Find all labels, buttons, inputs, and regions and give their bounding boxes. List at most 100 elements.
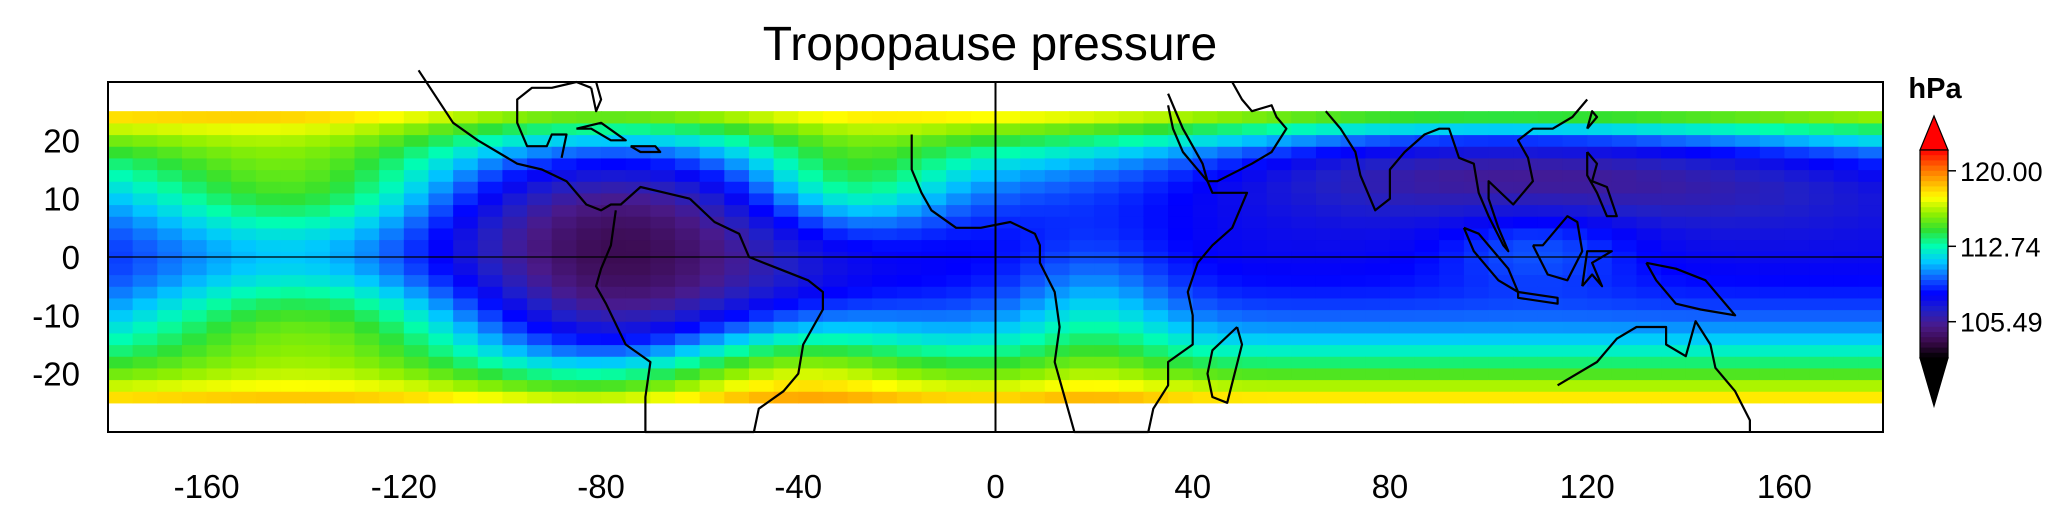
heatmap-cell: [1513, 344, 1539, 357]
heatmap-cell: [1143, 391, 1169, 404]
heatmap-cell: [1488, 344, 1514, 357]
heatmap-cell: [1735, 367, 1761, 381]
heatmap-cell: [231, 122, 257, 136]
heatmap-cell: [872, 379, 898, 392]
heatmap-cell: [872, 204, 898, 217]
heatmap-cell: [551, 379, 578, 392]
heatmap-cell: [1759, 262, 1785, 276]
chart-title: Tropopause pressure: [763, 18, 1217, 71]
heatmap-cell: [699, 181, 725, 194]
heatmap-cell: [329, 379, 356, 392]
y-tick-label: -20: [32, 356, 80, 393]
heatmap-cell: [1389, 227, 1416, 241]
heatmap-cell: [305, 274, 331, 287]
heatmap-cell: [1044, 134, 1071, 147]
heatmap-cell: [527, 192, 553, 206]
heatmap-cell: [1858, 216, 1884, 229]
heatmap-cell: [576, 134, 602, 147]
heatmap-cell: [1291, 344, 1317, 357]
heatmap-cell: [231, 181, 257, 194]
heatmap-cell: [1685, 146, 1712, 159]
heatmap-cell: [1365, 134, 1391, 147]
heatmap-cell: [625, 286, 651, 299]
heatmap-cell: [206, 146, 232, 159]
colorbar-swatch: [1920, 285, 1948, 291]
heatmap-cell: [1759, 332, 1785, 346]
heatmap-cell: [1414, 181, 1440, 194]
heatmap-cell: [773, 274, 799, 287]
heatmap-cell: [1537, 391, 1564, 404]
heatmap-cell: [625, 379, 651, 392]
heatmap-cell: [798, 332, 824, 346]
heatmap-cell: [675, 157, 701, 171]
heatmap-cell: [403, 391, 430, 404]
heatmap-cell: [921, 216, 947, 229]
heatmap-cell: [551, 111, 578, 124]
heatmap-cell: [1809, 391, 1835, 404]
heatmap-cell: [329, 181, 356, 194]
heatmap-cell: [1685, 157, 1712, 171]
heatmap-cell: [896, 309, 923, 322]
heatmap-cell: [748, 134, 775, 147]
heatmap-cell: [1143, 344, 1169, 357]
heatmap-cell: [1414, 146, 1440, 159]
heatmap-cell: [379, 344, 405, 357]
heatmap-cell: [379, 274, 405, 287]
heatmap-cell: [1463, 134, 1490, 147]
heatmap-cell: [1020, 274, 1046, 287]
heatmap-cell: [157, 216, 183, 229]
heatmap-cell: [1020, 367, 1046, 381]
heatmap-cell: [502, 239, 528, 252]
heatmap-cell: [1439, 356, 1465, 369]
heatmap-cell: [1661, 332, 1687, 346]
heatmap-cell: [477, 379, 504, 392]
heatmap-cell: [748, 181, 775, 194]
heatmap-cell: [1735, 274, 1761, 287]
colorbar-swatch: [1920, 191, 1948, 198]
heatmap-cell: [1340, 122, 1366, 136]
heatmap-cell: [1833, 274, 1859, 287]
heatmap-cell: [822, 181, 849, 194]
y-tick-label: -10: [32, 297, 80, 334]
heatmap-cell: [527, 169, 553, 182]
heatmap-cell: [896, 134, 923, 147]
heatmap-cell: [502, 321, 528, 334]
heatmap-cell: [798, 111, 824, 124]
heatmap-cell: [1168, 356, 1194, 369]
heatmap-cell: [946, 122, 972, 136]
heatmap-cell: [280, 134, 306, 147]
colorbar-min-arrow: [1919, 357, 1949, 409]
heatmap-cell: [946, 181, 972, 194]
heatmap-cell: [576, 227, 602, 241]
heatmap-cell: [1143, 286, 1169, 299]
heatmap-cell: [576, 286, 602, 299]
heatmap-cell: [1094, 204, 1120, 217]
heatmap-cell: [157, 379, 183, 392]
heatmap-cell: [280, 192, 306, 206]
heatmap-cell: [1266, 192, 1292, 206]
heatmap-cell: [1414, 157, 1440, 171]
heatmap-cell: [132, 367, 158, 381]
heatmap-cell: [206, 181, 232, 194]
heatmap-cell: [1759, 379, 1785, 392]
heatmap-cell: [280, 391, 306, 404]
heatmap-cell: [206, 356, 232, 369]
heatmap-cell: [625, 122, 651, 136]
heatmap-cell: [921, 286, 947, 299]
heatmap-cell: [1710, 344, 1736, 357]
heatmap-cell: [822, 286, 849, 299]
heatmap-cell: [1315, 367, 1342, 381]
heatmap-cell: [1020, 344, 1046, 357]
heatmap-cell: [1266, 379, 1292, 392]
heatmap-cell: [453, 356, 479, 369]
hispaniola-coast: [630, 145, 662, 154]
heatmap-cell: [231, 134, 257, 147]
heatmap-cell: [1094, 321, 1120, 334]
heatmap-cell: [354, 367, 380, 381]
heatmap-cell: [847, 181, 873, 194]
heatmap-cell: [699, 192, 725, 206]
heatmap-cell: [453, 146, 479, 159]
heatmap-cell: [896, 297, 923, 311]
heatmap-cell: [872, 157, 898, 171]
heatmap-cell: [724, 122, 750, 136]
